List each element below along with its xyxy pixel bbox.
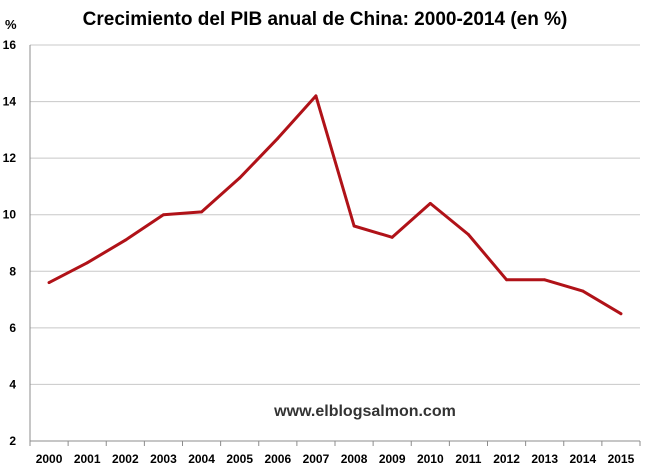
x-axis-ticks: 2000 2001 2002 2003 2004 2005 2006 2007 2008 2009… [29, 441, 641, 466]
x-tick-label: 2011 [455, 452, 481, 466]
data-point [505, 278, 508, 282]
y-axis-ticks: 2 4 6 8 10 12 14 16 [3, 38, 17, 448]
watermark-annotation: www.elblogsalmon.com [273, 403, 456, 420]
x-tick-label: 2010 [417, 452, 444, 466]
x-tick-label: 2000 [36, 452, 63, 466]
x-tick-label: 2009 [379, 452, 406, 466]
y-tick-label: 10 [3, 208, 17, 222]
x-tick-label: 2005 [226, 452, 253, 466]
y-tick-label: 2 [9, 434, 16, 448]
data-point [238, 176, 242, 180]
data-point [47, 281, 51, 284]
y-axis-unit-label: % [5, 17, 17, 32]
data-point [85, 261, 89, 265]
x-tick-label: 2008 [341, 452, 368, 466]
data-point [123, 238, 127, 242]
y-tick-label: 6 [9, 321, 16, 335]
series-line [47, 94, 623, 316]
y-tick-label: 16 [3, 38, 17, 52]
y-tick-label: 4 [9, 377, 16, 391]
data-point [390, 235, 394, 239]
data-point [314, 94, 318, 98]
data-point [162, 213, 165, 217]
x-tick-label: 2001 [74, 452, 101, 466]
x-tick-label: 2013 [531, 452, 558, 466]
series-layer [47, 94, 623, 316]
data-point [467, 233, 470, 236]
x-tick-label: 2006 [264, 452, 291, 466]
x-tick-label: 2002 [112, 452, 139, 466]
data-point [543, 278, 547, 282]
data-point [619, 312, 623, 316]
y-tick-label: 8 [9, 264, 16, 278]
chart-title: Crecimiento del PIB anual de China: 2000… [83, 9, 568, 30]
y-tick-label: 14 [3, 95, 17, 109]
data-point [200, 210, 203, 214]
x-tick-label: 2003 [150, 452, 177, 466]
x-tick-label: 2012 [493, 452, 520, 466]
x-tick-label: 2015 [608, 452, 635, 466]
x-tick-label: 2007 [303, 452, 330, 466]
x-tick-label: 2014 [569, 452, 596, 466]
data-point [352, 224, 356, 228]
x-tick-label: 2004 [188, 452, 215, 466]
y-tick-label: 12 [3, 151, 17, 165]
data-point [581, 289, 585, 293]
data-point [276, 136, 280, 140]
data-point [428, 202, 432, 205]
